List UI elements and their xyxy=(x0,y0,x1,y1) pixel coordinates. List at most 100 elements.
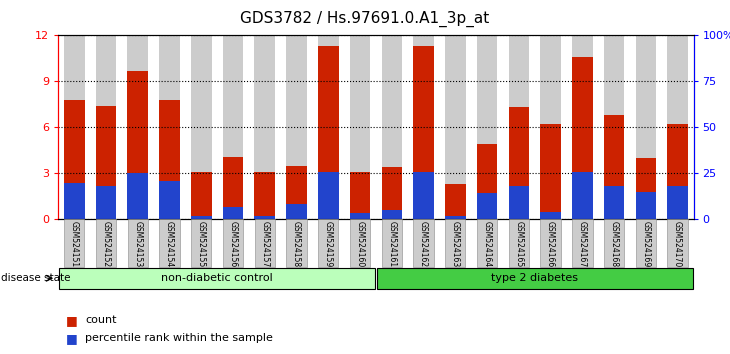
Bar xyxy=(159,181,180,219)
Bar xyxy=(540,35,561,219)
Bar xyxy=(159,100,180,219)
Bar xyxy=(540,124,561,219)
Text: GSM524154: GSM524154 xyxy=(165,221,174,268)
Bar xyxy=(286,166,307,219)
Bar xyxy=(318,46,339,219)
Bar xyxy=(223,156,243,219)
Text: count: count xyxy=(85,315,117,325)
Bar xyxy=(445,35,466,219)
Bar xyxy=(572,172,593,219)
FancyBboxPatch shape xyxy=(191,219,212,267)
Text: disease state: disease state xyxy=(1,273,71,283)
Bar xyxy=(636,158,656,219)
FancyBboxPatch shape xyxy=(255,219,275,267)
FancyBboxPatch shape xyxy=(59,268,375,289)
FancyBboxPatch shape xyxy=(382,219,402,267)
Text: GSM524151: GSM524151 xyxy=(70,221,79,268)
Bar xyxy=(636,192,656,219)
Text: GSM524165: GSM524165 xyxy=(515,221,523,268)
Bar xyxy=(159,35,180,219)
Bar xyxy=(191,35,212,219)
Text: percentile rank within the sample: percentile rank within the sample xyxy=(85,333,273,343)
FancyBboxPatch shape xyxy=(318,219,339,267)
Text: ■: ■ xyxy=(66,332,77,344)
Bar xyxy=(286,35,307,219)
Bar xyxy=(604,115,624,219)
Bar xyxy=(604,35,624,219)
Text: GSM524163: GSM524163 xyxy=(451,221,460,268)
FancyBboxPatch shape xyxy=(159,219,180,267)
Text: GSM524153: GSM524153 xyxy=(134,221,142,268)
Bar xyxy=(667,124,688,219)
Text: GSM524160: GSM524160 xyxy=(356,221,364,268)
FancyBboxPatch shape xyxy=(604,219,624,267)
Text: GSM524152: GSM524152 xyxy=(101,221,110,268)
Bar xyxy=(445,184,466,219)
Bar xyxy=(413,46,434,219)
Bar xyxy=(128,71,148,219)
Bar xyxy=(413,172,434,219)
Text: GSM524170: GSM524170 xyxy=(673,221,682,268)
Text: GDS3782 / Hs.97691.0.A1_3p_at: GDS3782 / Hs.97691.0.A1_3p_at xyxy=(240,11,490,27)
Bar xyxy=(64,183,85,219)
Text: GSM524166: GSM524166 xyxy=(546,221,555,268)
Bar xyxy=(286,204,307,219)
Bar xyxy=(255,216,275,219)
Bar xyxy=(223,35,243,219)
Bar xyxy=(382,35,402,219)
Bar xyxy=(509,108,529,219)
Text: GSM524157: GSM524157 xyxy=(261,221,269,268)
Text: GSM524169: GSM524169 xyxy=(642,221,650,268)
Bar xyxy=(350,172,370,219)
Bar xyxy=(64,35,85,219)
Bar xyxy=(413,35,434,219)
FancyBboxPatch shape xyxy=(572,219,593,267)
Bar xyxy=(350,213,370,219)
Bar xyxy=(477,35,497,219)
Text: GSM524164: GSM524164 xyxy=(483,221,491,268)
Bar xyxy=(477,193,497,219)
FancyBboxPatch shape xyxy=(128,219,148,267)
Text: GSM524159: GSM524159 xyxy=(324,221,333,268)
Bar xyxy=(318,35,339,219)
FancyBboxPatch shape xyxy=(667,219,688,267)
FancyBboxPatch shape xyxy=(540,219,561,267)
Bar xyxy=(636,35,656,219)
Bar xyxy=(382,167,402,219)
Bar xyxy=(509,186,529,219)
FancyBboxPatch shape xyxy=(477,219,497,267)
Bar xyxy=(604,186,624,219)
Bar xyxy=(191,216,212,219)
Bar xyxy=(382,210,402,219)
Bar xyxy=(96,35,116,219)
Bar xyxy=(96,186,116,219)
FancyBboxPatch shape xyxy=(286,219,307,267)
Bar xyxy=(509,35,529,219)
Bar xyxy=(191,172,212,219)
Bar xyxy=(572,35,593,219)
Bar xyxy=(445,216,466,219)
Text: GSM524162: GSM524162 xyxy=(419,221,428,268)
FancyBboxPatch shape xyxy=(509,219,529,267)
Text: GSM524156: GSM524156 xyxy=(228,221,237,268)
Text: GSM524155: GSM524155 xyxy=(197,221,206,268)
FancyBboxPatch shape xyxy=(377,268,693,289)
Bar xyxy=(255,35,275,219)
Bar xyxy=(223,207,243,219)
Bar xyxy=(667,35,688,219)
Text: GSM524167: GSM524167 xyxy=(578,221,587,268)
Text: non-diabetic control: non-diabetic control xyxy=(161,273,273,283)
FancyBboxPatch shape xyxy=(350,219,370,267)
FancyBboxPatch shape xyxy=(223,219,243,267)
FancyBboxPatch shape xyxy=(64,219,85,267)
Bar xyxy=(255,172,275,219)
Bar xyxy=(128,173,148,219)
Bar xyxy=(350,35,370,219)
Bar xyxy=(128,35,148,219)
Bar xyxy=(64,100,85,219)
FancyBboxPatch shape xyxy=(413,219,434,267)
Text: GSM524158: GSM524158 xyxy=(292,221,301,268)
Text: GSM524161: GSM524161 xyxy=(388,221,396,268)
Bar xyxy=(667,186,688,219)
FancyBboxPatch shape xyxy=(96,219,116,267)
